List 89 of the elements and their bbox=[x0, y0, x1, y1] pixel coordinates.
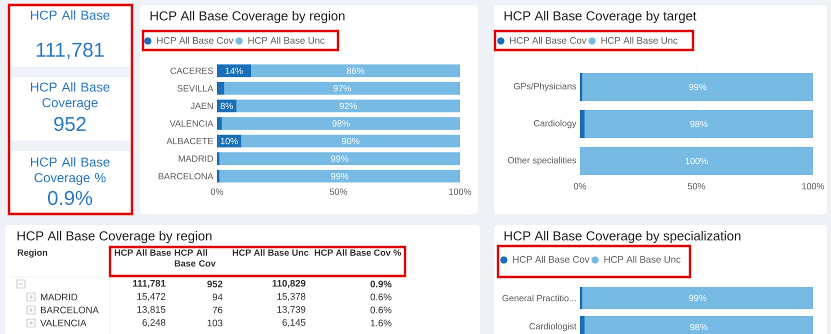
text: 0.6% bbox=[370, 306, 392, 314]
data-label: 98% bbox=[690, 324, 708, 330]
text: 0.9% bbox=[48, 190, 92, 206]
bar bbox=[584, 110, 814, 138]
bar bbox=[219, 152, 460, 165]
data-label: 99% bbox=[689, 294, 706, 302]
y-tick-label: GPs/Physicians bbox=[514, 82, 576, 92]
chart-title: HCP All Base Coverage by specialization bbox=[504, 230, 740, 244]
text: BARCELONA bbox=[40, 306, 99, 314]
bar bbox=[241, 134, 460, 148]
data-label: 97% bbox=[334, 85, 351, 92]
text: HCP All Base bbox=[30, 10, 110, 20]
text: 76 bbox=[212, 306, 222, 314]
text: VALENCIA bbox=[40, 320, 86, 326]
legend-label: HCP All Base Unc bbox=[604, 256, 680, 263]
bar bbox=[217, 82, 224, 95]
x-tick-label: 100% bbox=[802, 183, 824, 190]
legend-label: HCP All Base Cov bbox=[510, 36, 586, 44]
y-tick-label: SEVILLA bbox=[177, 85, 214, 92]
y-tick-label: VALENCIA bbox=[170, 120, 214, 127]
text: 13,815 bbox=[137, 306, 166, 314]
chart-title: HCP All Base Coverage by target bbox=[504, 10, 696, 24]
legend-label: HCP All Base Unc bbox=[248, 36, 324, 44]
bar bbox=[251, 64, 460, 78]
y-tick-label: JAEN bbox=[190, 102, 213, 110]
text: 0.6% bbox=[370, 294, 392, 300]
y-tick-label: CACERES bbox=[170, 68, 214, 74]
bar bbox=[217, 117, 222, 130]
text: 1.6% bbox=[370, 320, 392, 326]
text: 110,829 bbox=[272, 280, 306, 288]
text: 6,145 bbox=[282, 319, 306, 327]
text: 952 bbox=[207, 280, 222, 288]
y-tick-label: Other specialities bbox=[508, 156, 576, 166]
y-tick-label: MADRID bbox=[178, 156, 214, 162]
data-label: 92% bbox=[340, 102, 357, 110]
text: HCP All Base Coverage by region bbox=[18, 230, 212, 244]
text: HCP All Base Cov bbox=[174, 249, 216, 267]
text: 111,781 bbox=[133, 280, 166, 288]
text: HCP All Base Coverage % bbox=[30, 157, 110, 185]
text: 952 bbox=[54, 116, 86, 132]
text: 15,472 bbox=[137, 293, 166, 301]
legend-label: HCP All Base Cov bbox=[157, 36, 234, 44]
text: 6,248 bbox=[142, 319, 166, 327]
y-tick-label: BARCELONA bbox=[158, 173, 214, 180]
data-label: 98% bbox=[332, 120, 350, 127]
chart-title: HCP All Base Coverage by region bbox=[150, 10, 344, 24]
data-label: 10% bbox=[220, 138, 238, 144]
y-tick-label: Cardiology bbox=[534, 120, 576, 128]
bar bbox=[582, 72, 814, 101]
data-label: 100% bbox=[686, 158, 708, 164]
bar bbox=[580, 147, 814, 175]
x-tick-label: 0% bbox=[210, 188, 224, 195]
data-label: 8% bbox=[220, 102, 233, 110]
text: 15,378 bbox=[277, 293, 306, 301]
data-label: 99% bbox=[689, 84, 706, 90]
legend-label: HCP All Base Cov bbox=[513, 256, 590, 263]
text: MADRID bbox=[40, 294, 78, 300]
data-label: 99% bbox=[331, 173, 348, 180]
text: 103 bbox=[208, 320, 222, 326]
text: 0.9% bbox=[370, 280, 392, 288]
bar bbox=[217, 134, 242, 148]
x-tick-label: 50% bbox=[688, 183, 706, 190]
data-label: 99% bbox=[331, 155, 348, 162]
x-tick-label: 0% bbox=[574, 183, 586, 190]
text: HCP All Base Coverage bbox=[30, 82, 110, 110]
x-tick-label: 50% bbox=[330, 188, 348, 195]
bar bbox=[219, 170, 460, 183]
bar bbox=[222, 117, 460, 130]
text: 13,739 bbox=[277, 306, 306, 314]
text: HCP All Base bbox=[114, 249, 171, 256]
data-label: 86% bbox=[346, 68, 364, 74]
y-tick-label: ALBACETE bbox=[166, 138, 214, 144]
data-label: 90% bbox=[342, 138, 360, 144]
bar bbox=[217, 64, 252, 78]
text: HCP All Base Cov % bbox=[314, 249, 401, 256]
bar bbox=[224, 82, 460, 95]
text: HCP All Base Unc bbox=[232, 249, 308, 256]
bar bbox=[236, 100, 460, 112]
legend-label: HCP All Base Unc bbox=[601, 36, 678, 44]
y-tick-label: General Practitio... bbox=[502, 294, 576, 302]
text: 94 bbox=[212, 294, 223, 300]
data-label: 14% bbox=[226, 68, 243, 74]
y-tick-label: Cardiologist bbox=[529, 322, 576, 332]
data-label: 98% bbox=[690, 120, 708, 128]
x-tick-label: 100% bbox=[449, 188, 472, 195]
bar bbox=[217, 100, 236, 112]
text: Region bbox=[18, 249, 48, 258]
text: 111,781 bbox=[36, 42, 104, 60]
bar bbox=[580, 110, 585, 138]
